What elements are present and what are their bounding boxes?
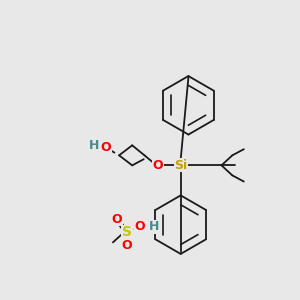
- Text: H: H: [88, 139, 99, 152]
- Text: O: O: [135, 220, 145, 233]
- Text: O: O: [112, 213, 122, 226]
- Text: O: O: [122, 239, 132, 252]
- Text: Si: Si: [174, 159, 187, 172]
- Text: S: S: [122, 225, 132, 239]
- Text: H: H: [148, 220, 159, 233]
- Text: O: O: [101, 141, 111, 154]
- Text: O: O: [152, 159, 163, 172]
